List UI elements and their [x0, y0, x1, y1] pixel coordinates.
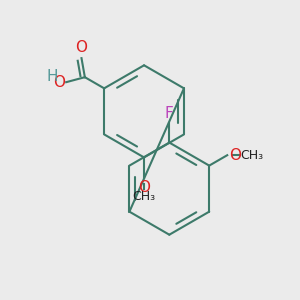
Text: CH₃: CH₃: [133, 190, 156, 202]
Text: F: F: [165, 106, 174, 121]
Text: O: O: [53, 75, 65, 90]
Text: CH₃: CH₃: [241, 149, 264, 162]
Text: O: O: [76, 40, 88, 55]
Text: O: O: [138, 180, 150, 195]
Text: O: O: [229, 148, 241, 163]
Text: H: H: [47, 69, 58, 84]
